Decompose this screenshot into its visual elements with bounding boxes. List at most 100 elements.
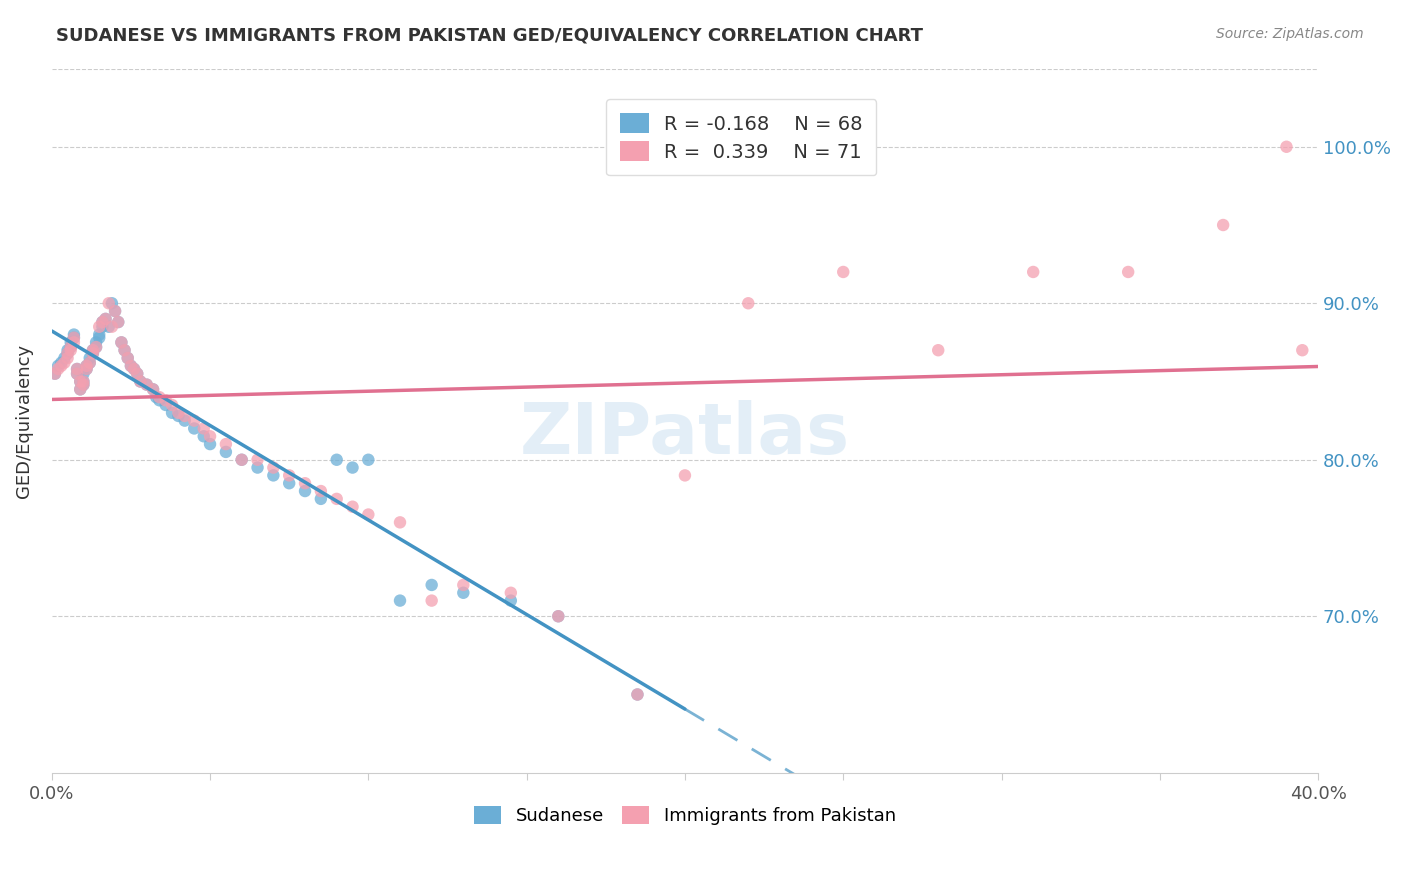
Point <box>420 593 443 607</box>
Point <box>53 356 76 370</box>
Point <box>737 296 759 310</box>
Point <box>160 398 183 412</box>
Point <box>155 393 177 408</box>
Point <box>167 406 190 420</box>
Point <box>148 390 170 404</box>
Point <box>129 375 152 389</box>
Point <box>79 356 101 370</box>
Point <box>82 346 104 360</box>
Point <box>262 468 284 483</box>
Point <box>44 367 66 381</box>
Point <box>59 335 82 350</box>
Point <box>453 586 475 600</box>
Point <box>117 351 139 365</box>
Point <box>114 343 136 358</box>
Point <box>53 351 76 365</box>
Point <box>148 393 170 408</box>
Point <box>72 377 94 392</box>
Point <box>72 377 94 392</box>
Point <box>294 476 316 491</box>
Point <box>673 468 696 483</box>
Point <box>1275 140 1298 154</box>
Point <box>198 429 221 443</box>
Point <box>63 331 86 345</box>
Point <box>56 343 79 358</box>
Point <box>357 508 380 522</box>
Point <box>101 296 124 310</box>
Y-axis label: GED/Equivalency: GED/Equivalency <box>15 343 32 498</box>
Point <box>278 476 301 491</box>
Point <box>91 315 114 329</box>
Point <box>91 315 114 329</box>
Point <box>135 377 157 392</box>
Point <box>1116 265 1139 279</box>
Point <box>76 359 98 373</box>
Point <box>183 414 205 428</box>
Point <box>357 452 380 467</box>
Point <box>342 460 364 475</box>
Point <box>94 312 117 326</box>
Point <box>626 688 648 702</box>
Point <box>66 362 89 376</box>
Point <box>122 362 145 376</box>
Point <box>51 356 73 370</box>
Point <box>262 460 284 475</box>
Point <box>56 346 79 360</box>
Point <box>626 688 648 702</box>
Point <box>82 346 104 360</box>
Legend: Sudanese, Immigrants from Pakistan: Sudanese, Immigrants from Pakistan <box>465 797 904 834</box>
Point <box>120 359 142 373</box>
Point <box>82 343 104 358</box>
Point <box>110 335 132 350</box>
Point <box>69 375 91 389</box>
Point <box>59 343 82 358</box>
Point <box>420 578 443 592</box>
Point <box>325 452 347 467</box>
Point <box>66 367 89 381</box>
Point <box>46 362 69 376</box>
Point <box>1212 218 1234 232</box>
Point <box>167 409 190 423</box>
Point <box>325 491 347 506</box>
Point <box>97 319 120 334</box>
Point <box>173 409 195 423</box>
Point <box>215 445 238 459</box>
Point <box>63 327 86 342</box>
Point <box>69 382 91 396</box>
Point <box>135 377 157 392</box>
Point <box>832 265 855 279</box>
Point <box>107 315 129 329</box>
Point <box>173 414 195 428</box>
Point <box>388 516 411 530</box>
Point <box>547 609 569 624</box>
Point <box>127 367 149 381</box>
Point <box>499 586 522 600</box>
Point <box>66 367 89 381</box>
Point <box>278 468 301 483</box>
Point <box>142 382 165 396</box>
Point <box>388 593 411 607</box>
Point <box>82 343 104 358</box>
Point <box>193 421 215 435</box>
Point <box>69 375 91 389</box>
Point <box>89 331 111 345</box>
Point <box>127 367 149 381</box>
Point <box>46 359 69 373</box>
Point <box>56 351 79 365</box>
Text: SUDANESE VS IMMIGRANTS FROM PAKISTAN GED/EQUIVALENCY CORRELATION CHART: SUDANESE VS IMMIGRANTS FROM PAKISTAN GED… <box>56 27 924 45</box>
Point <box>453 578 475 592</box>
Point <box>120 359 142 373</box>
Point <box>155 398 177 412</box>
Point <box>91 319 114 334</box>
Point <box>72 375 94 389</box>
Point <box>117 351 139 365</box>
Point <box>79 356 101 370</box>
Point <box>183 421 205 435</box>
Point <box>84 335 107 350</box>
Point <box>79 351 101 365</box>
Point <box>927 343 949 358</box>
Point <box>309 491 332 506</box>
Point <box>76 362 98 376</box>
Text: Source: ZipAtlas.com: Source: ZipAtlas.com <box>1216 27 1364 41</box>
Point <box>72 375 94 389</box>
